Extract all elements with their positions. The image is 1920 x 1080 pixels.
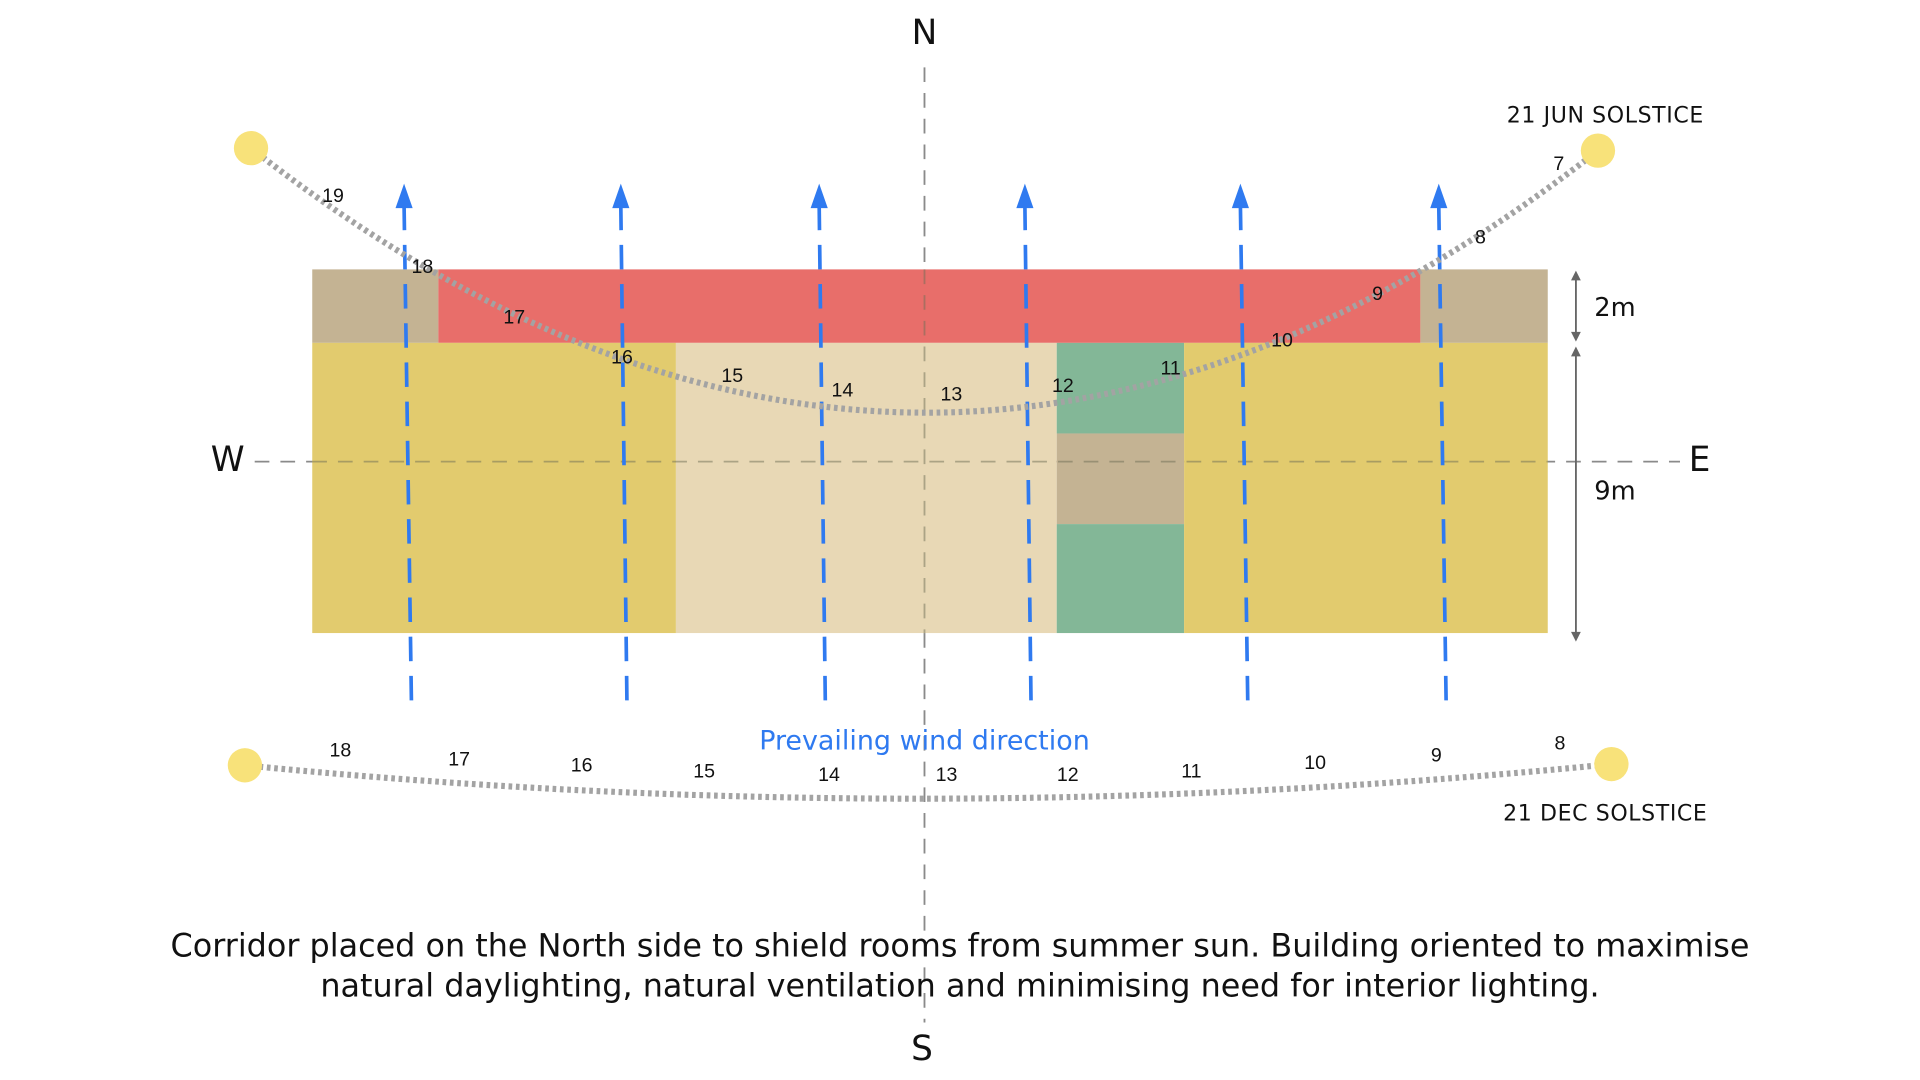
- corridor-depth-label: 2m: [1594, 293, 1635, 323]
- winter-hour-label: 8: [1555, 732, 1566, 754]
- wind-direction-label: Prevailing wind direction: [759, 725, 1090, 756]
- summer-hour-labels: 19 18 17 16 15 14 13 12 11 10 9 8 7: [322, 153, 1564, 405]
- room-tan-middle: [1056, 433, 1185, 525]
- winter-hour-label: 13: [936, 764, 958, 786]
- summer-hour-label: 7: [1553, 153, 1564, 175]
- wind-arrow-head-icon: [1016, 183, 1034, 209]
- summer-hour-label: 12: [1052, 375, 1074, 397]
- summer-hour-label: 18: [412, 256, 434, 278]
- wind-arrow-shaft: [1023, 205, 1033, 702]
- winter-hour-label: 17: [448, 748, 470, 770]
- corridor: [438, 269, 1421, 343]
- summer-hour-label: 11: [1160, 358, 1180, 380]
- summer-hour-label: 14: [832, 380, 854, 402]
- wind-arrow-head-icon: [1231, 183, 1249, 209]
- summer-hour-label: 9: [1372, 283, 1383, 305]
- summer-hour-label: 17: [503, 306, 525, 328]
- caption-line-2: natural daylighting, natural ventilation…: [320, 967, 1599, 1005]
- summer-hour-label: 8: [1475, 227, 1486, 249]
- winter-hour-label: 9: [1431, 745, 1442, 767]
- winter-hour-label: 11: [1181, 761, 1201, 783]
- north-label: N: [912, 13, 938, 53]
- winter-sun-path: [244, 761, 1612, 802]
- winter-hour-label: 16: [571, 754, 593, 776]
- building-plan: [312, 269, 1548, 634]
- summer-hour-label: 16: [611, 347, 633, 369]
- winter-sunset-sun-icon: [227, 748, 263, 783]
- wind-arrow-head-icon: [395, 183, 413, 209]
- winter-hour-label: 15: [693, 761, 715, 783]
- wind-arrow-head-icon: [1430, 183, 1448, 209]
- caption-line-1: Corridor placed on the North side to shi…: [171, 926, 1750, 964]
- winter-hour-label: 12: [1057, 764, 1079, 786]
- summer-sunrise-sun-icon: [1580, 133, 1616, 168]
- room-west: [312, 342, 676, 634]
- wind-arrow-shaft: [1238, 205, 1250, 702]
- summer-hour-label: 15: [721, 365, 743, 387]
- room-east: [1184, 342, 1548, 634]
- winter-hour-label: 10: [1304, 752, 1326, 774]
- wind-arrow-head-icon: [810, 183, 828, 209]
- room-green-south: [1056, 524, 1185, 634]
- wind-arrows: [395, 183, 1448, 702]
- room-depth-label: 9m: [1594, 477, 1635, 507]
- summer-sunset-sun-icon: [233, 131, 269, 166]
- room-central: [675, 342, 1057, 634]
- west-label: W: [211, 440, 245, 480]
- wind-arrow-shaft: [817, 205, 828, 702]
- summer-hour-label: 19: [322, 185, 344, 207]
- summer-sun-path: [249, 145, 1600, 416]
- wind-arrow-shaft: [402, 205, 414, 702]
- winter-hour-labels: 18 17 16 15 14 13 12 11 10 9 8: [330, 732, 1566, 786]
- summer-hour-label: 13: [941, 383, 963, 405]
- summer-solstice-label: 21 JUN SOLSTICE: [1507, 103, 1704, 128]
- summer-hour-label: 10: [1271, 330, 1293, 352]
- corridor-end-west: [312, 269, 439, 343]
- dimension-lines: [1571, 270, 1581, 642]
- winter-hour-label: 14: [818, 764, 840, 786]
- south-label: S: [911, 1029, 933, 1069]
- winter-sunrise-sun-icon: [1594, 746, 1629, 782]
- wind-arrow-shaft: [1436, 205, 1448, 702]
- wind-arrow-head-icon: [612, 183, 630, 209]
- wind-arrow-shaft: [618, 205, 629, 702]
- winter-solstice-label: 21 DEC SOLSTICE: [1503, 801, 1707, 826]
- winter-hour-label: 18: [330, 740, 352, 762]
- east-label: E: [1689, 440, 1711, 480]
